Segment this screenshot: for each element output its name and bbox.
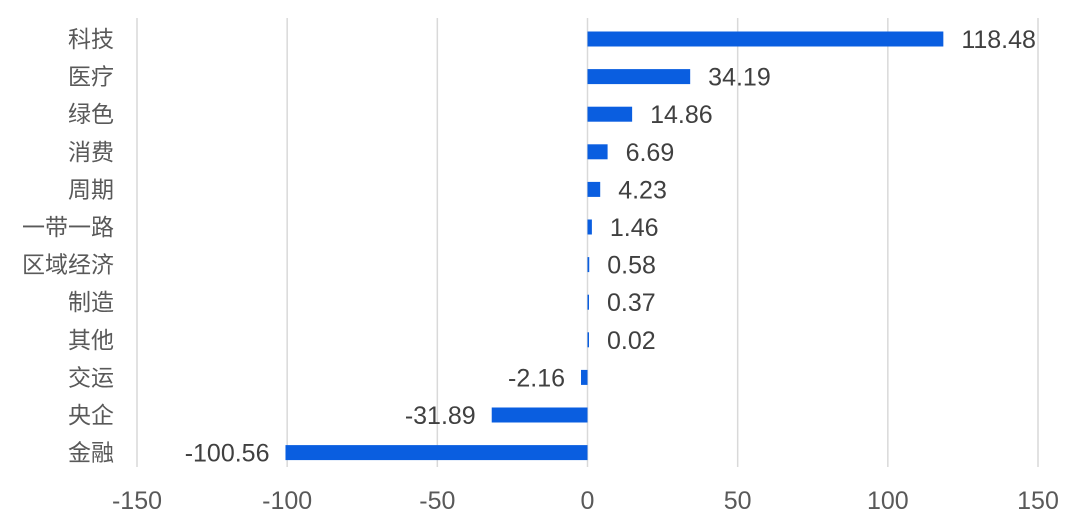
bar — [587, 257, 590, 273]
x-tick-label: -100 — [262, 487, 312, 515]
bar — [581, 369, 588, 385]
category-label: 其他 — [68, 328, 114, 354]
category-label: 央企 — [68, 403, 114, 429]
x-tick-label: -50 — [419, 487, 455, 515]
value-label: 14.86 — [650, 101, 713, 129]
x-tick-label: 50 — [724, 487, 752, 515]
bar — [587, 181, 601, 197]
bar — [587, 31, 944, 47]
category-label: 金融 — [68, 441, 114, 467]
value-label: 0.02 — [607, 327, 656, 355]
bar — [587, 332, 589, 348]
bars — [285, 31, 944, 461]
value-label: 118.48 — [961, 26, 1036, 54]
value-label: 1.46 — [610, 214, 659, 242]
value-label: 34.19 — [708, 64, 771, 92]
bar — [587, 69, 691, 85]
category-label: 周期 — [68, 177, 114, 203]
category-label: 医疗 — [68, 65, 114, 91]
value-labels: 118.48 34.19 14.86 6.69 4.23 1.46 0.58 0.37 0.02… — [185, 26, 1036, 468]
bar — [587, 144, 608, 160]
value-label: -31.89 — [405, 402, 476, 430]
category-label: 区域经济 — [22, 253, 114, 279]
value-label: -2.16 — [508, 364, 565, 392]
value-label: 0.37 — [607, 289, 656, 317]
category-label: 制造 — [68, 290, 114, 316]
value-label: 4.23 — [618, 176, 667, 204]
category-label: 科技 — [68, 27, 114, 53]
category-label: 一带一路 — [22, 215, 114, 241]
category-label: 消费 — [68, 140, 114, 166]
value-label: 6.69 — [626, 139, 675, 167]
value-label: -100.56 — [185, 440, 270, 468]
x-tick-label: 150 — [1017, 487, 1059, 515]
grid-lines — [136, 18, 1039, 467]
x-tick-label: -150 — [112, 487, 162, 515]
value-label: 0.58 — [607, 252, 656, 280]
bar — [587, 219, 592, 235]
x-axis-tick-labels: -150 -100 -50 0 50 100 150 — [112, 487, 1059, 515]
x-tick-label: 0 — [581, 487, 595, 515]
category-label: 交运 — [68, 365, 114, 391]
x-tick-label: 100 — [867, 487, 909, 515]
bar — [491, 407, 588, 423]
bar — [587, 294, 589, 310]
category-label: 绿色 — [68, 102, 114, 128]
bar — [285, 445, 588, 461]
bar — [587, 106, 633, 122]
